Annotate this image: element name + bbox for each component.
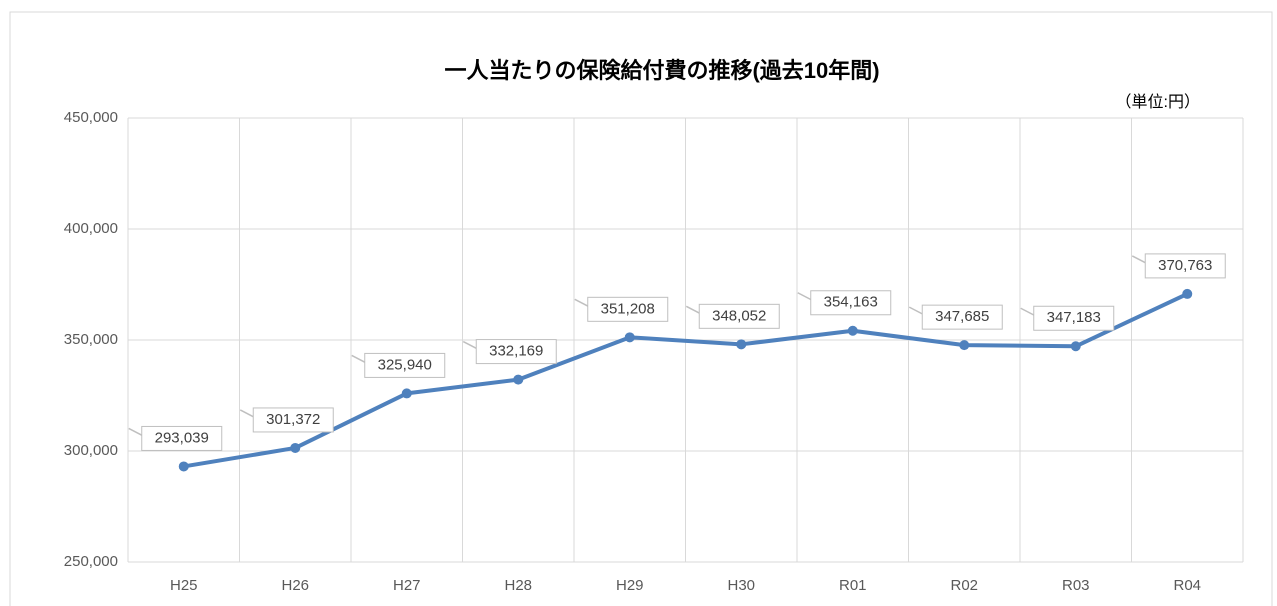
- x-tick-label: R02: [950, 577, 978, 594]
- data-label: 293,039: [155, 429, 209, 446]
- line: [183, 292, 1189, 469]
- x-tick-label: H30: [727, 577, 755, 594]
- x-tick-label: H28: [504, 577, 532, 594]
- y-tick-label: 350,000: [64, 331, 118, 348]
- label-box: [921, 304, 1003, 330]
- data-label: 325,940: [378, 356, 432, 373]
- label-box: [587, 296, 669, 322]
- x-tick-label: R01: [839, 577, 867, 594]
- chart-title: 一人当たりの保険給付費の推移(過去10年間): [444, 58, 879, 83]
- marker: [1182, 288, 1193, 299]
- x-tick-label: H27: [393, 577, 421, 594]
- label-box: [252, 407, 334, 433]
- marker: [959, 340, 970, 351]
- x-tick-label: H29: [616, 577, 644, 594]
- marker: [1070, 341, 1081, 352]
- data-label: 332,169: [489, 343, 543, 360]
- marker: [178, 461, 189, 472]
- unit-label: （単位:円）: [1116, 93, 1200, 111]
- label-box: [364, 352, 446, 378]
- marker: [401, 388, 412, 399]
- marker: [847, 325, 858, 336]
- x-tick-label: R03: [1062, 577, 1090, 594]
- y-tick-label: 300,000: [64, 442, 118, 459]
- label-box: [141, 425, 223, 451]
- data-label: 347,183: [1047, 309, 1101, 326]
- x-tick-label: H25: [170, 577, 198, 594]
- label-box: [810, 290, 892, 316]
- data-label: 301,372: [266, 411, 320, 428]
- marker: [736, 339, 747, 350]
- label-box: [1144, 253, 1226, 279]
- data-label: 354,163: [824, 294, 878, 311]
- data-label: 348,052: [712, 307, 766, 324]
- y-tick-label: 450,000: [64, 109, 118, 126]
- data-label: 347,685: [935, 308, 989, 325]
- x-tick-label: H26: [281, 577, 309, 594]
- data-label: 370,763: [1158, 257, 1212, 274]
- label-box: [698, 303, 780, 329]
- label-box: [1033, 305, 1115, 331]
- label-box: [475, 339, 557, 365]
- x-tick-label: R04: [1173, 577, 1201, 594]
- y-tick-label: 400,000: [64, 220, 118, 237]
- marker: [290, 442, 301, 453]
- y-tick-label: 250,000: [64, 553, 118, 570]
- marker: [513, 374, 524, 385]
- data-label: 351,208: [601, 300, 655, 317]
- marker: [624, 332, 635, 343]
